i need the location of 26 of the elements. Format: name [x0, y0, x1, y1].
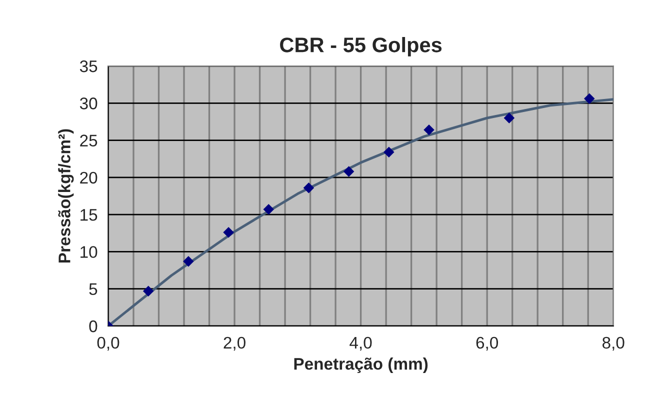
point	[384, 146, 394, 158]
y-tick-label: 5	[89, 283, 98, 296]
y-tick-label: 10	[80, 246, 98, 258]
point	[584, 93, 595, 104]
y-axis-title: Pressão(kgf/cm²)	[58, 129, 74, 262]
x-tick-label: 0,0	[97, 336, 120, 351]
point	[303, 182, 314, 194]
y-tick-label: 15	[80, 209, 98, 221]
point	[263, 204, 274, 215]
x-axis-title: Penetração (mm)	[294, 358, 428, 374]
point	[424, 124, 434, 136]
y-tick-label: 25	[80, 134, 98, 146]
y-tick-label: 35	[80, 60, 98, 72]
x-tick-label: 8,0	[602, 336, 624, 351]
x-tick-label: 6,0	[476, 336, 498, 351]
x-tick-label: 4,0	[350, 336, 372, 351]
point	[223, 227, 234, 238]
point	[142, 286, 154, 296]
y-tick-label: 30	[80, 98, 98, 110]
chart-title: CBR - 55 Golpes	[280, 37, 442, 56]
x-tick-label: 2,0	[224, 336, 246, 351]
y-tick-label: 0	[89, 320, 98, 332]
point	[343, 166, 354, 177]
y-tick-label: 20	[80, 172, 98, 184]
point	[504, 112, 515, 124]
point	[183, 256, 194, 267]
